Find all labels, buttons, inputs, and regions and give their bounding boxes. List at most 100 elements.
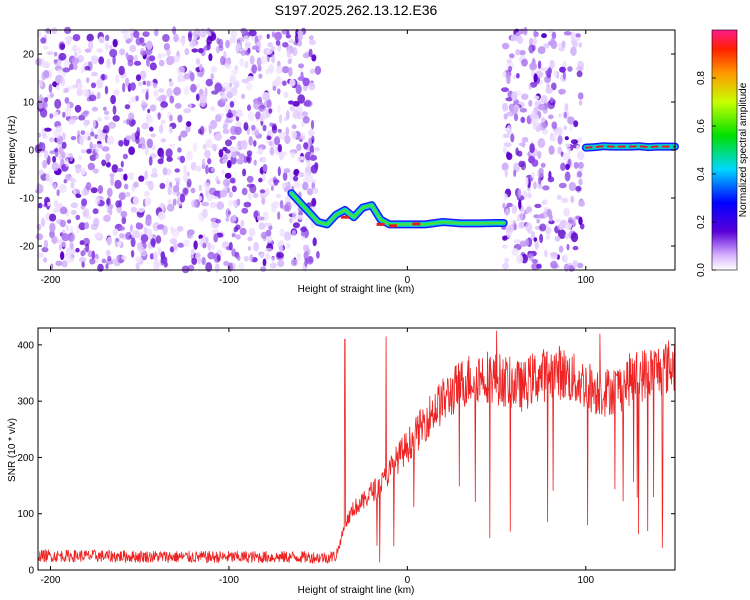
noise-blob bbox=[55, 260, 63, 267]
noise-blob bbox=[513, 239, 521, 244]
noise-blob bbox=[52, 155, 57, 163]
noise-blob bbox=[80, 167, 86, 176]
noise-blob bbox=[301, 111, 308, 117]
noise-blob bbox=[115, 74, 120, 84]
noise-blob bbox=[125, 52, 129, 59]
noise-blob bbox=[46, 51, 54, 56]
noise-blob bbox=[548, 114, 554, 120]
noise-blob bbox=[40, 217, 46, 227]
noise-blob bbox=[246, 183, 255, 188]
noise-blob bbox=[81, 261, 85, 268]
noise-blob bbox=[508, 65, 513, 72]
figure-title: S197.2025.262.13.12.E36 bbox=[275, 2, 438, 18]
noise-blob bbox=[235, 121, 242, 127]
noise-blob bbox=[239, 227, 247, 236]
noise-blob bbox=[80, 130, 86, 136]
noise-blob bbox=[311, 54, 317, 62]
noise-blob bbox=[501, 162, 509, 171]
noise-blob bbox=[225, 208, 231, 218]
noise-blob bbox=[274, 31, 282, 41]
noise-blob bbox=[516, 73, 520, 79]
noise-blob bbox=[253, 241, 259, 252]
noise-blob bbox=[562, 70, 566, 80]
noise-blob bbox=[138, 143, 142, 149]
noise-blob bbox=[521, 93, 529, 100]
noise-blob bbox=[191, 199, 198, 208]
noise-blob bbox=[558, 113, 562, 118]
noise-blob bbox=[228, 191, 233, 198]
noise-blob bbox=[278, 245, 284, 253]
noise-blob bbox=[264, 222, 272, 227]
noise-blob bbox=[554, 70, 558, 79]
noise-blob bbox=[160, 119, 166, 125]
noise-blob bbox=[129, 44, 137, 53]
noise-blob bbox=[302, 77, 310, 87]
noise-blob bbox=[281, 183, 286, 188]
noise-blob bbox=[70, 202, 79, 209]
noise-blob bbox=[81, 189, 89, 197]
noise-blob bbox=[219, 189, 228, 198]
noise-blob bbox=[578, 100, 583, 106]
noise-blob bbox=[567, 66, 573, 72]
noise-blob bbox=[249, 55, 255, 65]
noise-blob bbox=[136, 242, 143, 251]
noise-blob bbox=[121, 216, 127, 225]
noise-blob bbox=[122, 33, 130, 41]
noise-blob bbox=[42, 45, 49, 50]
noise-blob bbox=[87, 250, 93, 258]
colorbar-tick-label: 0.6 bbox=[696, 119, 707, 133]
noise-blob bbox=[577, 167, 584, 172]
noise-blob bbox=[145, 91, 149, 101]
spectrogram-ytick-label: -10 bbox=[20, 194, 35, 205]
noise-blob bbox=[224, 172, 232, 179]
noise-blob bbox=[559, 66, 566, 73]
noise-blob bbox=[85, 181, 92, 191]
noise-blob bbox=[260, 231, 267, 239]
noise-blob bbox=[266, 235, 273, 243]
noise-blob bbox=[545, 87, 553, 94]
noise-blob bbox=[49, 177, 53, 185]
noise-blob bbox=[556, 194, 562, 200]
noise-blob bbox=[169, 143, 176, 148]
noise-blob bbox=[141, 88, 146, 94]
noise-blob bbox=[235, 144, 240, 151]
noise-blob bbox=[118, 65, 125, 76]
noise-blob bbox=[213, 190, 222, 197]
noise-blob bbox=[186, 150, 193, 161]
noise-blob bbox=[575, 185, 582, 192]
noise-blob bbox=[211, 229, 219, 234]
noise-blob bbox=[192, 142, 198, 153]
noise-blob bbox=[210, 73, 214, 81]
trace-core bbox=[290, 191, 505, 226]
noise-blob bbox=[169, 238, 178, 245]
noise-blob bbox=[125, 77, 130, 87]
noise-blob bbox=[511, 204, 518, 214]
noise-blob bbox=[226, 112, 234, 118]
noise-blob bbox=[309, 144, 314, 155]
colorbar: 0.0 0.2 0.4 0.6 0.8 Normalized spectral ampl… bbox=[696, 29, 749, 277]
noise-blob bbox=[576, 262, 584, 269]
noise-blob bbox=[504, 257, 509, 264]
noise-blob bbox=[58, 184, 67, 194]
noise-blob bbox=[226, 160, 232, 169]
spectrogram-ytick-label: 10 bbox=[23, 98, 35, 109]
noise-blob bbox=[190, 83, 197, 93]
snr-panel: -200 -100 0 100 0 100 200 300 400 Height of stra… bbox=[7, 327, 676, 596]
noise-blob bbox=[537, 150, 542, 159]
spectrogram-ylabel: Frequency (Hz) bbox=[7, 116, 18, 185]
noise-blob bbox=[216, 254, 221, 262]
noise-blob bbox=[58, 244, 62, 251]
noise-blob bbox=[271, 54, 275, 64]
noise-blob bbox=[577, 92, 584, 100]
noise-blob bbox=[59, 43, 66, 50]
noise-blob bbox=[130, 250, 135, 258]
noise-blob bbox=[138, 137, 146, 146]
noise-blob bbox=[171, 228, 179, 238]
noise-blob bbox=[567, 147, 571, 155]
noise-blob bbox=[80, 149, 87, 154]
noise-blob bbox=[183, 73, 191, 80]
noise-blob bbox=[308, 48, 313, 58]
noise-blob bbox=[198, 184, 202, 192]
noise-blob bbox=[177, 147, 182, 153]
